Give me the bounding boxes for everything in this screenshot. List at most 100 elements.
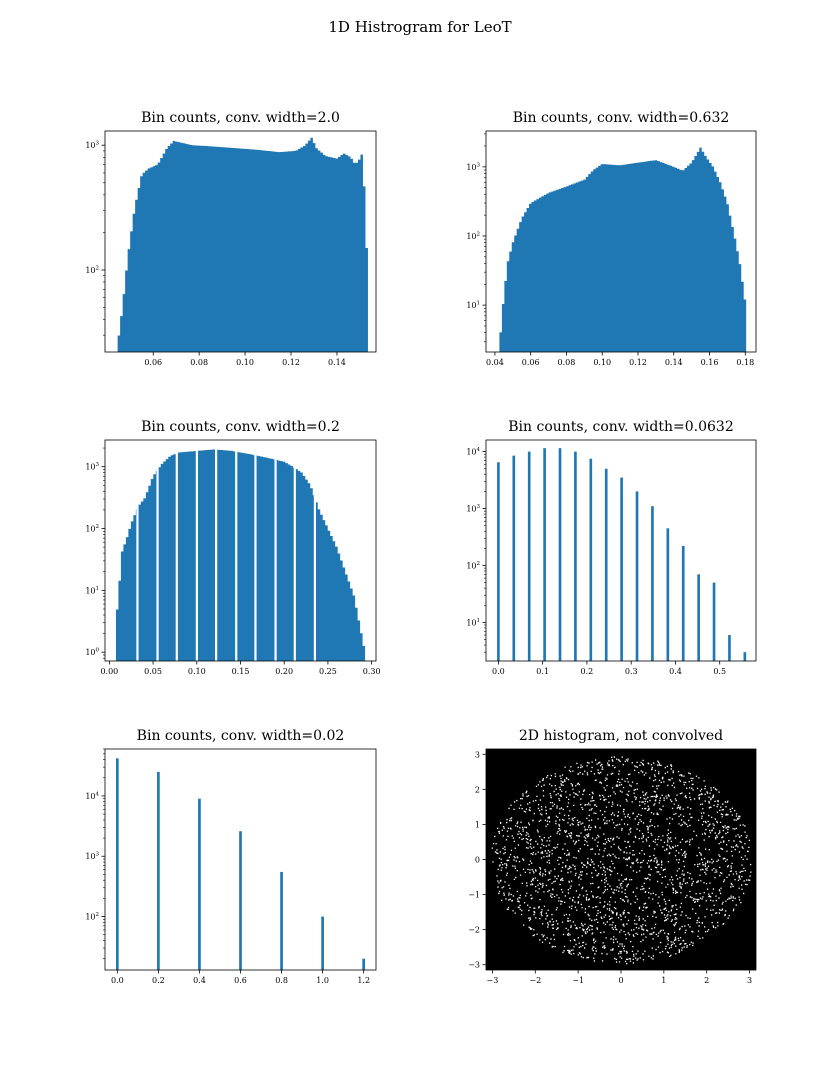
bin-gap [274, 440, 277, 661]
y-tick-label: 102 [466, 561, 480, 571]
x-tick-label: 0.30 [363, 667, 381, 676]
y-tick-label: 101 [85, 586, 99, 596]
bar [604, 468, 608, 661]
y-tick-label: 103 [466, 162, 480, 172]
x-tick-label: 0.0 [111, 976, 124, 985]
subplot-title: Bin counts, conv. width=2.0 [141, 110, 340, 126]
bar [512, 455, 516, 661]
plot-area [115, 440, 366, 661]
y-tick-label: 103 [85, 852, 99, 862]
x-tick-label: 0 [618, 976, 623, 985]
bar [651, 506, 654, 661]
x-tick-label: 1.0 [316, 976, 329, 985]
subplot-title: Bin counts, conv. width=0.0632 [508, 419, 733, 435]
bin-gap [195, 440, 198, 661]
histogram-bars [499, 147, 747, 352]
x-tick-label: 0.05 [144, 667, 162, 676]
x-tick-label: −3 [487, 976, 499, 985]
bin-gap [313, 440, 317, 661]
bin-gap [175, 440, 178, 661]
y-tick-label: 103 [85, 141, 99, 151]
subplot-4: Bin counts, conv. width=0.0632 0.0 0.1 0.2 0… [466, 419, 757, 676]
y-tick-label: 100 [85, 648, 99, 658]
x-tick-label: 0.14 [328, 358, 346, 367]
x-tick-label: 0.5 [713, 667, 726, 676]
x-tick-label: 0.12 [629, 358, 647, 367]
figure-title: 1D Histrogram for LeoT [328, 18, 512, 36]
histogram-bars [115, 449, 366, 661]
subplot-2: Bin counts, conv. width=0.632 0.04 0.06 0.0… [466, 110, 757, 367]
x-tick-label: 0.25 [319, 667, 337, 676]
bar [712, 582, 716, 661]
x-tick-label: 2 [704, 976, 709, 985]
heatmap-points [491, 756, 752, 965]
y-tick-label: 103 [466, 504, 480, 514]
x-tick-label: 0.06 [522, 358, 540, 367]
histogram-bars [117, 137, 368, 352]
bar [681, 545, 685, 661]
bar [666, 528, 670, 661]
x-tick-label: 0.20 [275, 667, 293, 676]
x-tick-label: 0.4 [669, 667, 682, 676]
y-tick-label: 0 [475, 856, 480, 865]
bar [527, 451, 531, 661]
bar [543, 448, 546, 661]
x-tick-label: 0.00 [100, 667, 118, 676]
bin-gap [136, 440, 139, 661]
y-tick-label: −3 [468, 961, 480, 970]
bar [697, 574, 700, 661]
y-tick-label: 101 [466, 618, 480, 628]
x-tick-label: 0.15 [232, 667, 250, 676]
y-tick-label: 102 [466, 231, 480, 241]
plot-area [499, 147, 747, 352]
x-tick-label: 0.8 [275, 976, 288, 985]
subplot-1: Bin counts, conv. width=2.0 0.06 0.08 0.10 0… [85, 110, 377, 367]
bar [574, 451, 577, 661]
y-tick-label: 3 [475, 750, 480, 759]
x-tick-label: 0.12 [282, 358, 300, 367]
y-tick-label: 1 [475, 820, 480, 829]
x-tick-label: 0.10 [236, 358, 254, 367]
x-tick-label: 0.16 [701, 358, 719, 367]
y-tick-label: 2 [475, 785, 480, 794]
bar [157, 771, 160, 970]
axes-frame [485, 130, 757, 353]
plot-area [117, 137, 368, 352]
heatmap-background [486, 749, 756, 970]
bar [362, 958, 366, 970]
bin-gap [293, 440, 296, 661]
y-tick-label: 102 [85, 265, 99, 275]
bar [589, 458, 593, 661]
plot-area [497, 448, 747, 661]
x-tick-label: 0.18 [736, 358, 754, 367]
y-tick-label: 104 [85, 791, 99, 801]
plot-area [115, 758, 366, 970]
y-tick-label: 103 [85, 462, 99, 472]
x-tick-label: 0.4 [193, 976, 206, 985]
bar [198, 798, 201, 970]
x-tick-label: 0.1 [536, 667, 549, 676]
x-tick-label: 0.6 [234, 976, 247, 985]
y-tick-label: 101 [466, 301, 480, 311]
x-tick-label: 0.0 [492, 667, 505, 676]
subplot-title: Bin counts, conv. width=0.2 [141, 419, 340, 435]
x-tick-label: 0.08 [190, 358, 208, 367]
x-tick-label: 0.06 [144, 358, 162, 367]
bar [239, 831, 242, 970]
subplot-3: Bin counts, conv. width=0.2 0.00 0.05 0.10 0… [85, 419, 380, 676]
x-tick-label: −1 [572, 976, 584, 985]
axes-frame [485, 439, 757, 662]
y-tick-label: 104 [466, 447, 480, 457]
bar [620, 477, 623, 661]
bin-gap [156, 440, 159, 661]
x-tick-label: 0.04 [486, 358, 504, 367]
subplot-6: 2D histogram, not convolved −3 −2 −1 0 1 2 3 −3 −… [468, 728, 757, 985]
bar [743, 652, 747, 661]
plot-area [486, 749, 756, 970]
x-tick-label: 0.3 [625, 667, 638, 676]
bin-gap [215, 440, 218, 661]
x-tick-label: 0.10 [593, 358, 611, 367]
y-tick-label: 102 [85, 524, 99, 534]
